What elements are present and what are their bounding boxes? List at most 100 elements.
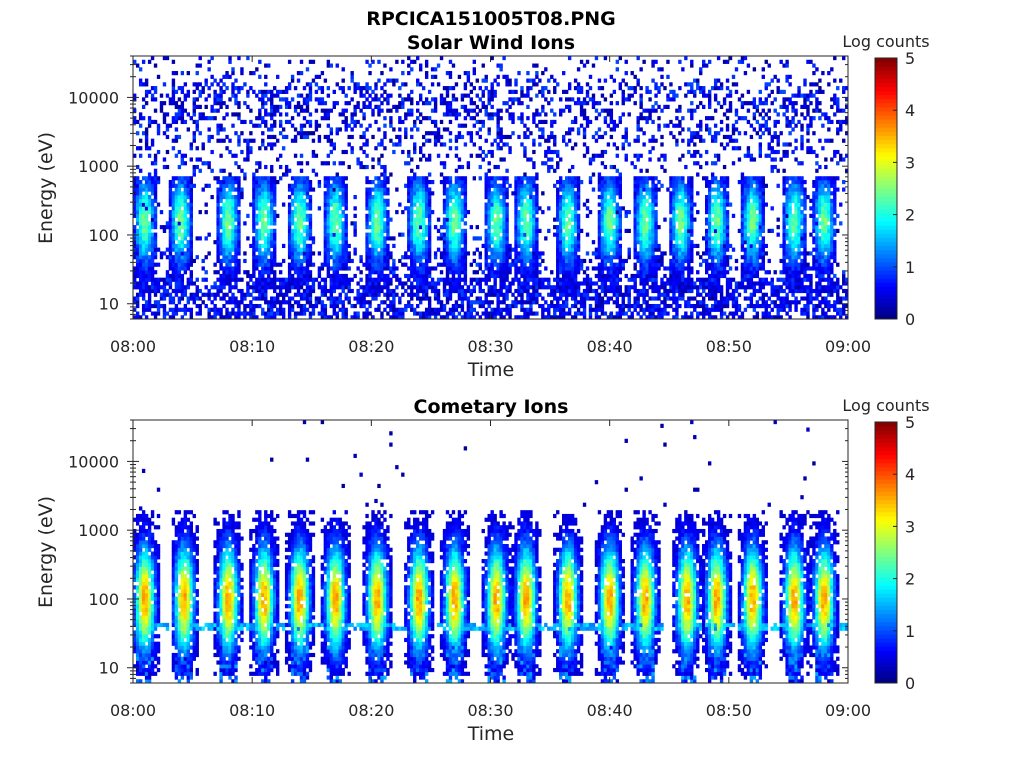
heatmap-cell — [481, 123, 485, 128]
heatmap-cell — [424, 307, 429, 312]
heatmap-cell — [356, 86, 360, 91]
heatmap-cell — [526, 89, 530, 94]
heatmap-cell — [135, 251, 140, 256]
heatmap-cell — [416, 303, 420, 309]
heatmap-cell — [287, 119, 292, 125]
heatmap-cell — [532, 228, 536, 233]
heatmap-cell — [350, 258, 354, 264]
heatmap-cell — [296, 228, 301, 233]
heatmap-cell — [168, 247, 173, 252]
heatmap-cell — [398, 300, 402, 305]
heatmap-cell — [225, 232, 229, 237]
heatmap-cell — [466, 74, 471, 79]
heatmap-cell — [135, 281, 140, 286]
heatmap-cell — [377, 273, 381, 279]
heatmap-cell — [296, 101, 301, 106]
heatmap-cell — [550, 315, 554, 320]
heatmap-cell — [210, 56, 214, 61]
heatmap-cell — [156, 262, 161, 267]
heatmap-cell — [344, 206, 348, 211]
heatmap-cell — [261, 119, 265, 125]
heatmap-cell — [457, 303, 462, 309]
heatmap-cell — [293, 285, 298, 290]
heatmap-cell — [368, 104, 372, 109]
heatmap-cell — [314, 172, 319, 177]
heatmap-cell — [147, 285, 152, 290]
heatmap-cell — [424, 97, 429, 102]
heatmap-cell — [454, 221, 459, 226]
heatmap-cell — [305, 247, 310, 252]
heatmap-cell — [404, 112, 408, 117]
heatmap-cell — [293, 187, 298, 192]
heatmap-cell — [296, 300, 301, 305]
heatmap-cell — [383, 187, 387, 192]
heatmap-cell — [174, 127, 179, 132]
heatmap-cell — [570, 164, 575, 170]
heatmap-cell — [481, 270, 485, 275]
heatmap-cell — [162, 225, 167, 230]
heatmap-cell — [439, 93, 444, 98]
heatmap-cell — [287, 210, 292, 215]
heatmap-cell — [323, 134, 328, 140]
heatmap-cell — [424, 262, 429, 267]
heatmap-cell — [177, 108, 182, 113]
heatmap-cell — [305, 93, 310, 98]
heatmap-cell — [320, 89, 325, 94]
heatmap-cell — [570, 176, 575, 181]
heatmap-cell — [171, 59, 176, 64]
heatmap-cell — [281, 127, 286, 132]
heatmap-cell — [481, 311, 485, 316]
heatmap-cell — [264, 195, 268, 200]
heatmap-cell — [430, 210, 435, 215]
heatmap-cell — [556, 288, 560, 294]
heatmap-cell — [365, 255, 369, 260]
heatmap-cell — [276, 138, 280, 143]
heatmap-cell — [469, 303, 474, 309]
heatmap-cell — [231, 236, 235, 241]
heatmap-cell — [547, 101, 551, 106]
heatmap-cell — [564, 266, 569, 271]
heatmap-cell — [168, 266, 173, 271]
heatmap-cell — [457, 296, 462, 301]
heatmap-cell — [237, 187, 241, 192]
heatmap-cell — [559, 187, 563, 192]
heatmap-cell — [594, 251, 599, 256]
heatmap-cell — [159, 285, 164, 290]
heatmap-cell — [332, 240, 336, 245]
heatmap-cell — [433, 296, 438, 301]
heatmap-cell — [445, 198, 450, 203]
heatmap-cell — [133, 119, 137, 125]
heatmap-cell — [445, 187, 450, 192]
heatmap-cell — [424, 255, 429, 260]
heatmap-cell — [463, 236, 468, 241]
heatmap-cell — [171, 228, 176, 233]
heatmap-cell — [559, 247, 563, 252]
heatmap-cell — [338, 183, 342, 188]
heatmap-cell — [553, 296, 557, 301]
heatmap-cell — [153, 217, 158, 222]
heatmap-cell — [141, 255, 146, 260]
heatmap-cell — [228, 315, 232, 320]
heatmap-cell — [526, 266, 530, 271]
heatmap-cell — [499, 146, 503, 151]
heatmap-cell — [460, 228, 465, 233]
heatmap-cell — [347, 134, 351, 140]
heatmap-cell — [493, 273, 497, 279]
heatmap-cell — [273, 179, 277, 185]
heatmap-cell — [141, 307, 146, 312]
heatmap-cell — [463, 281, 468, 286]
heatmap-cell — [222, 232, 226, 237]
heatmap-cell — [445, 86, 450, 91]
heatmap-cell — [234, 161, 238, 166]
heatmap-cell — [341, 225, 345, 230]
heatmap-cell — [445, 206, 450, 211]
heatmap-cell — [582, 307, 587, 312]
heatmap-cell — [135, 228, 140, 233]
heatmap-cell — [383, 164, 387, 170]
heatmap-cell — [153, 240, 158, 245]
heatmap-cell — [308, 296, 313, 301]
heatmap-cell — [219, 217, 223, 222]
heatmap-cell — [141, 292, 146, 297]
heatmap-cell — [496, 146, 500, 151]
heatmap-cell — [410, 221, 414, 226]
